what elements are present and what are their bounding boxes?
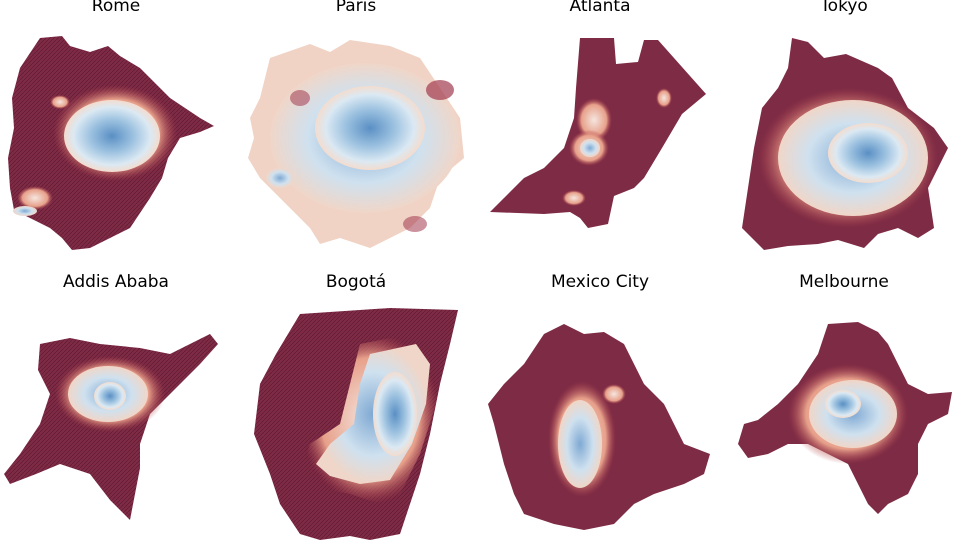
panel-atlanta: Atlanta xyxy=(484,0,716,270)
urban-core xyxy=(373,372,417,456)
panel-title: Atlanta xyxy=(569,0,631,16)
urban-spot xyxy=(656,88,672,108)
panel-title: Paris xyxy=(335,0,377,16)
map-tokyo xyxy=(742,38,948,250)
urban-spot xyxy=(290,90,310,106)
map-mexico-city xyxy=(488,324,710,530)
urban-core xyxy=(64,100,160,172)
urban-spot xyxy=(403,216,427,232)
map-addis-ababa xyxy=(4,334,218,520)
map-melbourne xyxy=(738,322,952,514)
urban-spot xyxy=(17,186,53,210)
urban-spot xyxy=(426,80,454,100)
panel-title: Bogotá xyxy=(325,272,387,292)
map-paris xyxy=(248,40,464,248)
panel-addis-ababa: Addis Ababa xyxy=(0,272,232,546)
panel-melbourne: Melbourne xyxy=(728,272,960,546)
panel-paris: Paris xyxy=(240,0,472,270)
urban-spot xyxy=(13,206,37,216)
panel-title: Melbourne xyxy=(799,272,889,292)
urban-core xyxy=(558,400,602,488)
map-atlanta xyxy=(490,38,706,228)
panel-bogota: Bogotá xyxy=(240,272,472,546)
panel-tokyo: Tokyo xyxy=(728,0,960,270)
panel-title: Tokyo xyxy=(820,0,868,16)
urban-spot xyxy=(602,384,626,404)
map-rome xyxy=(8,36,214,250)
urban-spot xyxy=(50,95,70,109)
urban-spot xyxy=(266,168,294,188)
urban-core xyxy=(828,123,908,183)
urban-core xyxy=(825,390,861,418)
map-bogota xyxy=(254,308,458,540)
urban-core xyxy=(94,382,126,410)
panel-mexico-city: Mexico City xyxy=(484,272,716,546)
urban-spot xyxy=(562,190,586,206)
panel-title: Mexico City xyxy=(550,272,650,292)
panel-title: Addis Ababa xyxy=(63,272,169,292)
panel-title: Rome xyxy=(91,0,141,16)
urban-core xyxy=(315,86,425,170)
urban-spot xyxy=(580,139,600,157)
panel-rome: Rome xyxy=(0,0,232,270)
